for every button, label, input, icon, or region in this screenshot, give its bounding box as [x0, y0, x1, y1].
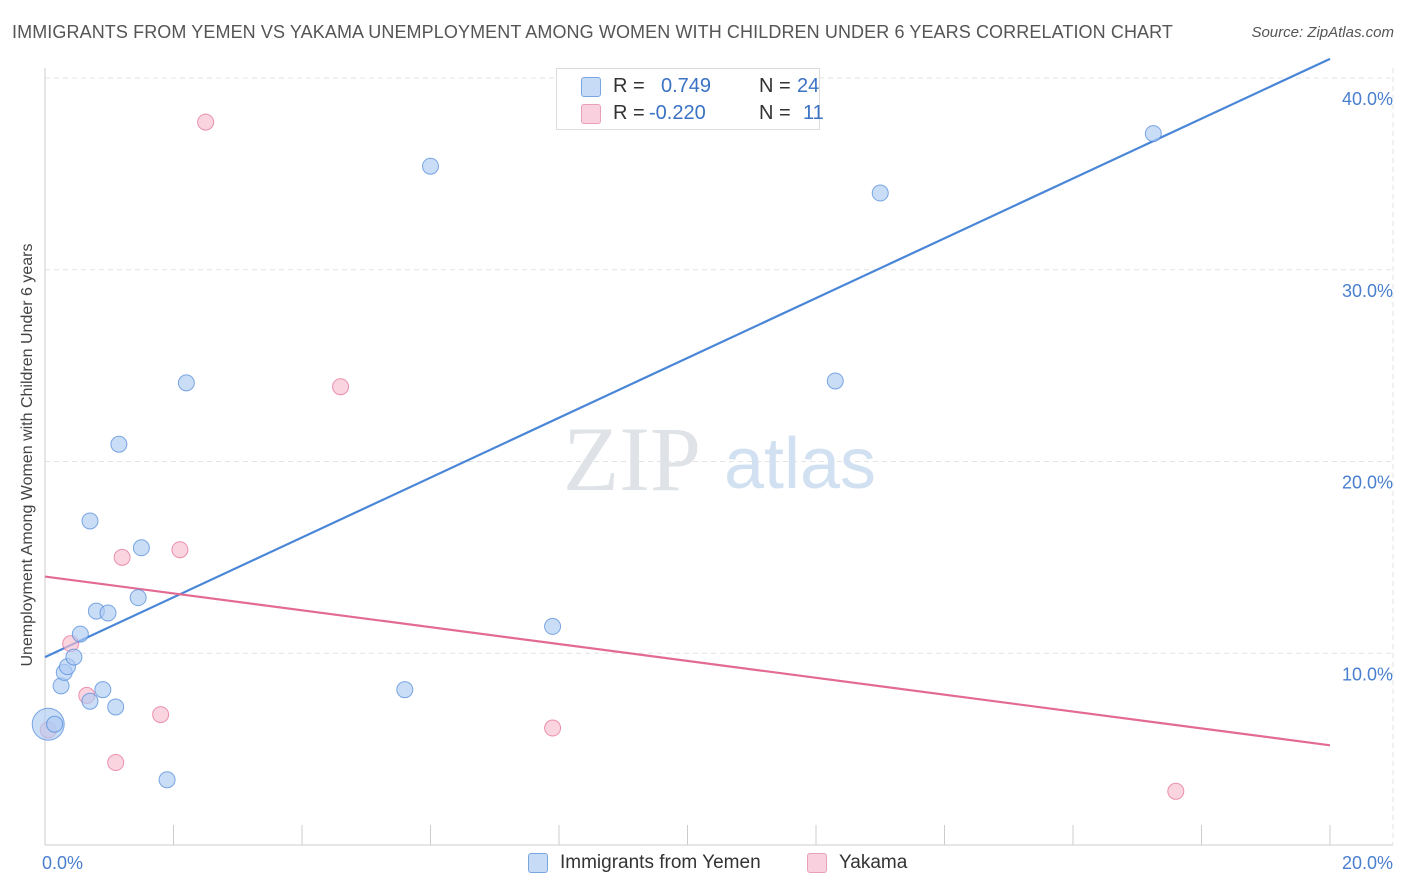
legend-label-yemen: Immigrants from Yemen	[560, 852, 761, 873]
point-yemen	[177, 374, 195, 392]
point-yemen	[99, 604, 117, 622]
x-tick-label: 20.0%	[1342, 853, 1393, 873]
legend-n-label: N =	[759, 102, 791, 124]
point-yemen	[422, 157, 439, 175]
watermark: ZIP atlas	[563, 408, 876, 510]
legend-swatch-yakama	[581, 104, 601, 124]
point-yakama	[152, 706, 170, 724]
point-yemen	[871, 184, 889, 202]
x-tick-label: 0.0%	[42, 853, 83, 873]
point-yemen	[1144, 125, 1162, 143]
trend-line-yakama	[44, 575, 1331, 747]
point-yakama	[332, 378, 350, 396]
legend-n-label: N =	[759, 75, 791, 97]
point-yemen	[107, 698, 125, 716]
legend-swatch-yemen	[581, 77, 601, 97]
point-yakama	[107, 754, 125, 772]
x-tick-labels: 0.0% 20.0%	[42, 853, 1393, 873]
y-tick-labels: 10.0% 20.0% 30.0% 40.0%	[1342, 89, 1393, 684]
y-tick-label: 30.0%	[1342, 281, 1393, 301]
y-tick-label: 40.0%	[1342, 89, 1393, 109]
y-tick-label: 10.0%	[1342, 664, 1393, 684]
point-yemen	[110, 435, 128, 453]
point-yakama	[113, 548, 131, 566]
point-yemen	[826, 372, 844, 390]
point-yemen	[81, 512, 99, 530]
trend-line-yemen	[44, 57, 1331, 659]
legend-n-value: 24	[797, 75, 820, 97]
legend-swatch-yemen	[528, 853, 548, 873]
legend-r-value: -0.220	[649, 102, 706, 124]
point-yemen	[544, 617, 562, 635]
legend-r-label: R =	[613, 75, 645, 97]
legend-series: Immigrants from Yemen Yakama	[0, 850, 1406, 878]
point-yemen	[71, 625, 89, 643]
point-yemen	[396, 681, 414, 699]
point-yemen	[94, 681, 112, 699]
grid-lines	[45, 68, 1395, 845]
point-yemen	[46, 715, 64, 733]
data-points	[31, 113, 1185, 800]
chart-title: IMMIGRANTS FROM YEMEN VS YAKAMA UNEMPLOY…	[12, 22, 1174, 42]
point-yemen	[81, 692, 99, 710]
point-yakama	[544, 719, 562, 737]
legend-stats: R = 0.749 N = 24 R = -0.220 N = 11	[556, 68, 824, 130]
point-yakama	[171, 541, 189, 559]
point-yemen	[129, 589, 147, 607]
y-tick-label: 20.0%	[1342, 473, 1393, 493]
legend-r-value: 0.749	[661, 75, 712, 97]
trend-lines	[44, 57, 1331, 747]
watermark-atlas: atlas	[724, 424, 876, 504]
point-yemen	[132, 539, 150, 557]
point-yakama	[197, 113, 215, 131]
legend-label-yakama: Yakama	[839, 852, 908, 873]
watermark-zip: ZIP	[563, 408, 701, 510]
point-yakama	[1167, 782, 1185, 800]
legend-n-value: 11	[803, 102, 824, 124]
point-yemen	[65, 648, 83, 666]
axes	[44, 68, 1393, 846]
y-axis-label: Unemployment Among Women with Children U…	[19, 243, 36, 667]
legend-swatch-yakama	[807, 853, 827, 873]
source-label: Source: ZipAtlas.com	[1251, 24, 1394, 41]
point-yemen	[158, 771, 176, 789]
legend-r-label: R =	[613, 102, 645, 124]
